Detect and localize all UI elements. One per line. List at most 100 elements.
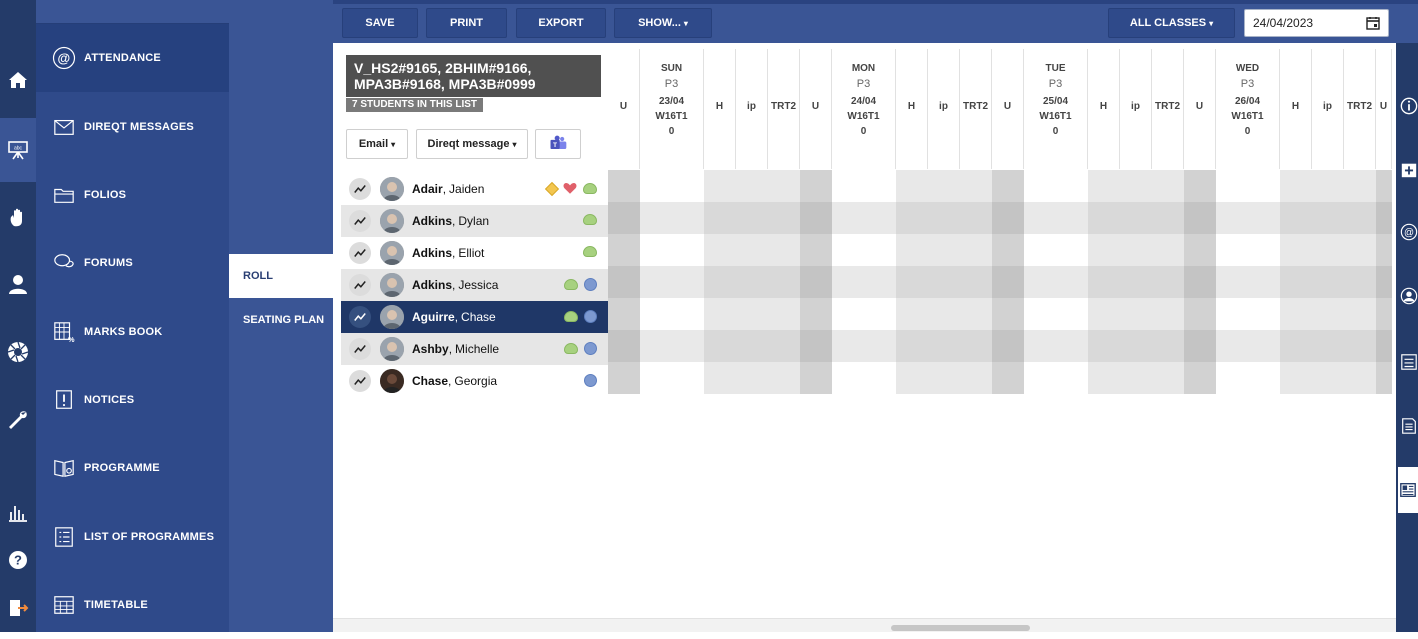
attendance-cell[interactable] (1312, 234, 1344, 266)
document-icon[interactable] (1400, 415, 1418, 437)
attendance-cell[interactable] (640, 234, 704, 266)
attendance-cell[interactable] (1280, 266, 1312, 298)
nav-item-forums[interactable]: FORUMS (36, 229, 229, 297)
attendance-cell[interactable] (1184, 202, 1216, 234)
student-row[interactable]: Ashby, Michelle (341, 333, 609, 365)
attendance-cell[interactable] (768, 170, 800, 202)
green-status-icon[interactable] (583, 214, 597, 225)
attendance-cell[interactable] (640, 298, 704, 330)
grid-column-header[interactable]: U (608, 49, 640, 169)
attendance-cell[interactable] (896, 202, 928, 234)
grid-column-header[interactable]: H (1088, 49, 1120, 169)
email-dropdown[interactable]: Email ▾ (346, 129, 408, 159)
green-status-icon[interactable] (564, 279, 578, 290)
attendance-cell[interactable] (1376, 266, 1392, 298)
grid-column-header[interactable]: ip (928, 49, 960, 169)
attendance-cell[interactable] (1344, 202, 1376, 234)
attendance-cell[interactable] (1280, 202, 1312, 234)
attendance-cell[interactable] (1184, 298, 1216, 330)
attendance-cell[interactable] (1152, 330, 1184, 362)
attendance-cell[interactable] (928, 362, 960, 394)
grid-column-header[interactable]: H (1280, 49, 1312, 169)
attendance-cell[interactable] (1376, 170, 1392, 202)
attendance-cell[interactable] (1312, 266, 1344, 298)
attendance-cell[interactable] (1024, 202, 1088, 234)
attendance-cell[interactable] (608, 266, 640, 298)
attendance-cell[interactable] (1024, 362, 1088, 394)
attendance-cell[interactable] (896, 362, 928, 394)
day-header[interactable]: TUE P3 25/04 W16T1 0 (1024, 49, 1088, 169)
attendance-cell[interactable] (1024, 298, 1088, 330)
date-input[interactable]: 24/04/2023 (1244, 9, 1389, 37)
blue-status-icon[interactable] (584, 342, 597, 355)
attendance-cell[interactable] (768, 362, 800, 394)
all-classes-dropdown[interactable]: ALL CLASSES ▾ (1108, 8, 1235, 38)
attendance-cell[interactable] (832, 362, 896, 394)
attendance-cell[interactable] (992, 362, 1024, 394)
grid-column-header[interactable]: ip (1312, 49, 1344, 169)
day-header[interactable]: MON P3 24/04 W16T1 0 (832, 49, 896, 169)
attendance-cell[interactable] (832, 298, 896, 330)
blue-status-icon[interactable] (584, 374, 597, 387)
attendance-cell[interactable] (1184, 362, 1216, 394)
attendance-cell[interactable] (1184, 234, 1216, 266)
attendance-cell[interactable] (1216, 298, 1280, 330)
trend-chart-icon[interactable] (349, 370, 371, 392)
attendance-cell[interactable] (768, 266, 800, 298)
attendance-cell[interactable] (832, 330, 896, 362)
attendance-cell[interactable] (736, 266, 768, 298)
help-icon[interactable]: ? (0, 542, 36, 578)
attendance-cell[interactable] (1216, 266, 1280, 298)
home-icon[interactable] (0, 62, 36, 98)
trend-chart-icon[interactable] (349, 274, 371, 296)
attendance-cell[interactable] (1216, 234, 1280, 266)
attendance-cell[interactable] (800, 330, 832, 362)
attendance-cell[interactable] (1120, 234, 1152, 266)
attendance-cell[interactable] (928, 170, 960, 202)
attendance-cell[interactable] (704, 362, 736, 394)
attendance-cell[interactable] (1280, 170, 1312, 202)
trend-chart-icon[interactable] (349, 242, 371, 264)
attendance-cell[interactable] (1088, 330, 1120, 362)
scrollbar-thumb[interactable] (891, 625, 1030, 631)
checklist-icon[interactable] (1400, 351, 1418, 373)
attendance-cell[interactable] (1312, 330, 1344, 362)
print-button[interactable]: PRINT (426, 8, 507, 38)
attendance-cell[interactable] (800, 362, 832, 394)
attendance-cell[interactable] (704, 202, 736, 234)
attendance-cell[interactable] (640, 202, 704, 234)
user-circle-icon[interactable] (1400, 285, 1418, 307)
attendance-cell[interactable] (1344, 266, 1376, 298)
hand-icon[interactable] (0, 200, 36, 236)
attendance-cell[interactable] (1120, 266, 1152, 298)
grid-column-header[interactable]: U (1184, 49, 1216, 169)
green-status-icon[interactable] (583, 183, 597, 194)
attendance-cell[interactable] (1344, 330, 1376, 362)
attendance-cell[interactable] (992, 202, 1024, 234)
trend-chart-icon[interactable] (349, 178, 371, 200)
attendance-cell[interactable] (1376, 362, 1392, 394)
attendance-cell[interactable] (1376, 202, 1392, 234)
grid-column-header[interactable]: TRT2 (960, 49, 992, 169)
nav-item-marks-book[interactable]: % MARKS BOOK (36, 298, 229, 366)
attendance-cell[interactable] (928, 330, 960, 362)
microsoft-teams-button[interactable]: T (535, 129, 581, 159)
grid-column-header[interactable]: U (800, 49, 832, 169)
attendance-cell[interactable] (736, 298, 768, 330)
attendance-cell[interactable] (736, 170, 768, 202)
attendance-cell[interactable] (896, 170, 928, 202)
attendance-cell[interactable] (736, 202, 768, 234)
attendance-cell[interactable] (1152, 266, 1184, 298)
student-row[interactable]: Adkins, Jessica (341, 269, 609, 301)
blue-status-icon[interactable] (584, 278, 597, 291)
subnav-seating-plan[interactable]: SEATING PLAN (243, 314, 325, 326)
attendance-cell[interactable] (704, 298, 736, 330)
attendance-cell[interactable] (1344, 362, 1376, 394)
attendance-cell[interactable] (736, 330, 768, 362)
aperture-icon[interactable] (0, 334, 36, 370)
attendance-cell[interactable] (640, 266, 704, 298)
info-icon[interactable] (1400, 95, 1418, 117)
attendance-cell[interactable] (1344, 298, 1376, 330)
trend-chart-icon[interactable] (349, 210, 371, 232)
attendance-cell[interactable] (1088, 362, 1120, 394)
